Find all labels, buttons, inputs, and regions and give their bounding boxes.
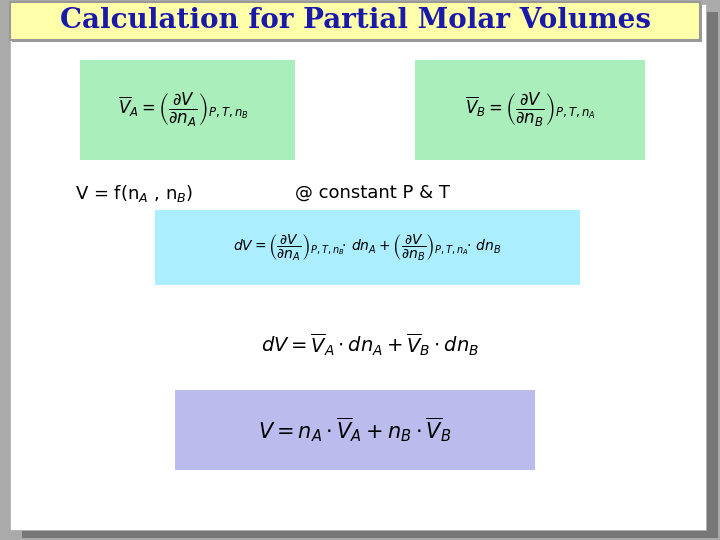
Text: $dV = \left(\dfrac{\partial V}{\partial n_A}\right)_{P,T,n_B}\!\! \cdot\, dn_A +: $dV = \left(\dfrac{\partial V}{\partial … (233, 233, 501, 264)
Text: $dV = \overline{V}_A \cdot dn_A + \overline{V}_B \cdot dn_B$: $dV = \overline{V}_A \cdot dn_A + \overl… (261, 332, 479, 358)
Polygon shape (22, 12, 718, 538)
Text: $\overline{V}_B = \left(\dfrac{\partial V}{\partial n_B}\right)_{P,T,n_A}$: $\overline{V}_B = \left(\dfrac{\partial … (464, 91, 595, 129)
FancyBboxPatch shape (80, 60, 295, 160)
Text: Calculation for Partial Molar Volumes: Calculation for Partial Molar Volumes (60, 8, 650, 35)
Text: $\overline{V}_A = \left(\dfrac{\partial V}{\partial n_A}\right)_{P,T,n_B}$: $\overline{V}_A = \left(\dfrac{\partial … (117, 91, 248, 129)
FancyBboxPatch shape (175, 390, 535, 470)
FancyBboxPatch shape (10, 2, 700, 40)
Polygon shape (10, 4, 706, 530)
Text: @ constant P & T: @ constant P & T (295, 184, 450, 202)
FancyBboxPatch shape (12, 4, 702, 42)
FancyBboxPatch shape (155, 210, 580, 285)
Text: $V = n_A \cdot \overline{V}_A + n_B \cdot \overline{V}_B$: $V = n_A \cdot \overline{V}_A + n_B \cdo… (258, 416, 451, 444)
FancyBboxPatch shape (415, 60, 645, 160)
Text: V = f(n$_A$ , n$_B$): V = f(n$_A$ , n$_B$) (75, 183, 193, 204)
